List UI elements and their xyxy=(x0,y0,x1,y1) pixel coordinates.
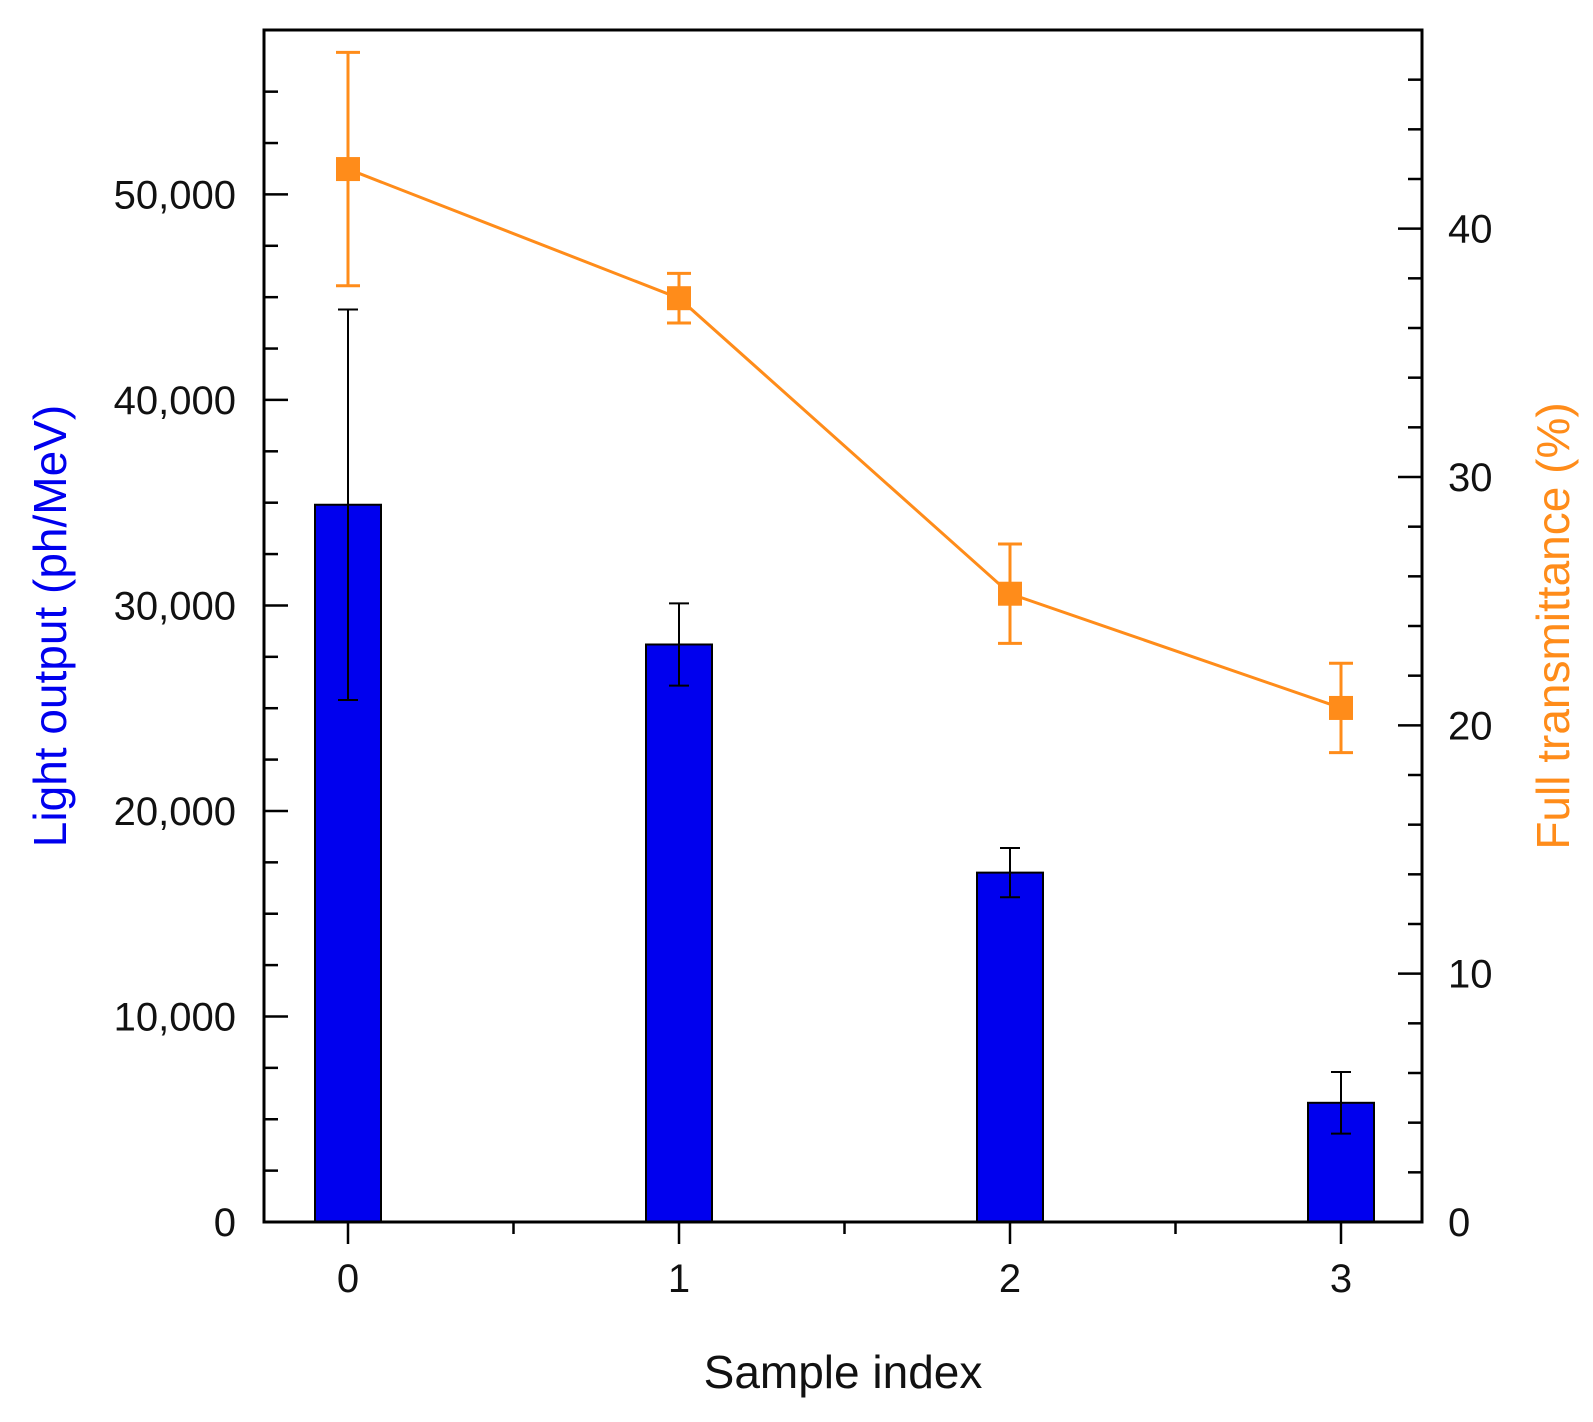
y-tick-label: 10,000 xyxy=(114,995,236,1039)
line-point xyxy=(336,157,360,182)
y-tick-label: 20,000 xyxy=(114,790,236,834)
y-axis-title: Light output (ph/MeV) xyxy=(24,405,76,847)
y2-axis-title: Full transmittance (%) xyxy=(1527,402,1579,849)
plot-frame xyxy=(262,28,1424,1224)
x-tick-label: 2 xyxy=(999,1257,1021,1301)
y2-tick-label: 30 xyxy=(1448,456,1493,500)
line-point xyxy=(998,581,1022,606)
y2-tick-label: 10 xyxy=(1448,953,1493,997)
y-tick-label: 50,000 xyxy=(114,173,236,217)
x-tick-label: 0 xyxy=(337,1257,359,1301)
y-tick-label: 40,000 xyxy=(114,379,236,423)
y-axis-left: 0 10,000 20,000 30,000 40,000 50,000 xyxy=(114,90,288,1245)
bar-series xyxy=(314,503,1375,1224)
bar xyxy=(976,871,1044,1223)
bar xyxy=(645,643,713,1223)
y2-tick-label: 20 xyxy=(1448,704,1493,748)
line-point xyxy=(667,286,691,311)
x-tick-label: 1 xyxy=(668,1257,690,1301)
x-axis: 0 1 2 3 xyxy=(337,1222,1352,1301)
y-axis-right: 0 10 20 30 40 xyxy=(1398,28,1493,1245)
y2-tick-label: 0 xyxy=(1448,1201,1470,1245)
x-axis-title: Sample index xyxy=(704,1346,983,1398)
y2-tick-label: 40 xyxy=(1448,208,1493,252)
y-tick-label: 0 xyxy=(214,1201,236,1245)
bar-error-bars xyxy=(338,308,1351,1135)
x-tick-label: 3 xyxy=(1330,1257,1352,1301)
line-point xyxy=(1329,695,1353,720)
y-tick-label: 30,000 xyxy=(114,584,236,628)
line-series xyxy=(336,50,1353,755)
transmittance-line xyxy=(347,167,1342,710)
